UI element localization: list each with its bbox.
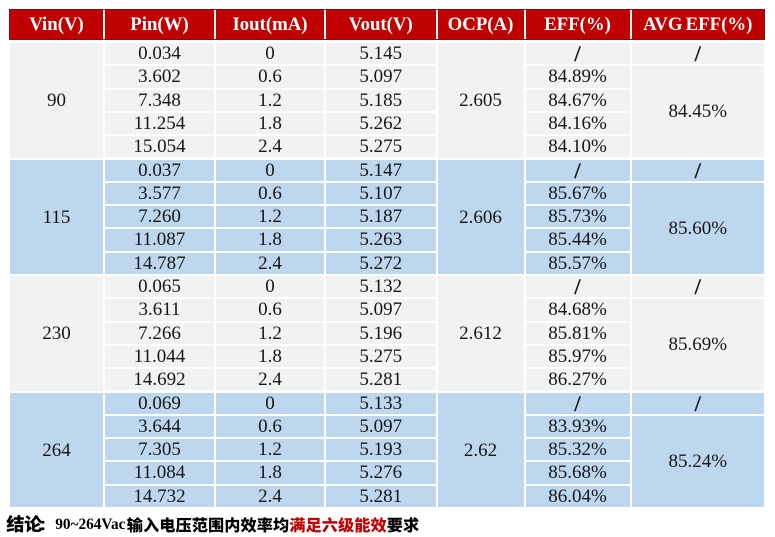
svg-text:90~264Vac: 90~264Vac	[55, 516, 125, 533]
